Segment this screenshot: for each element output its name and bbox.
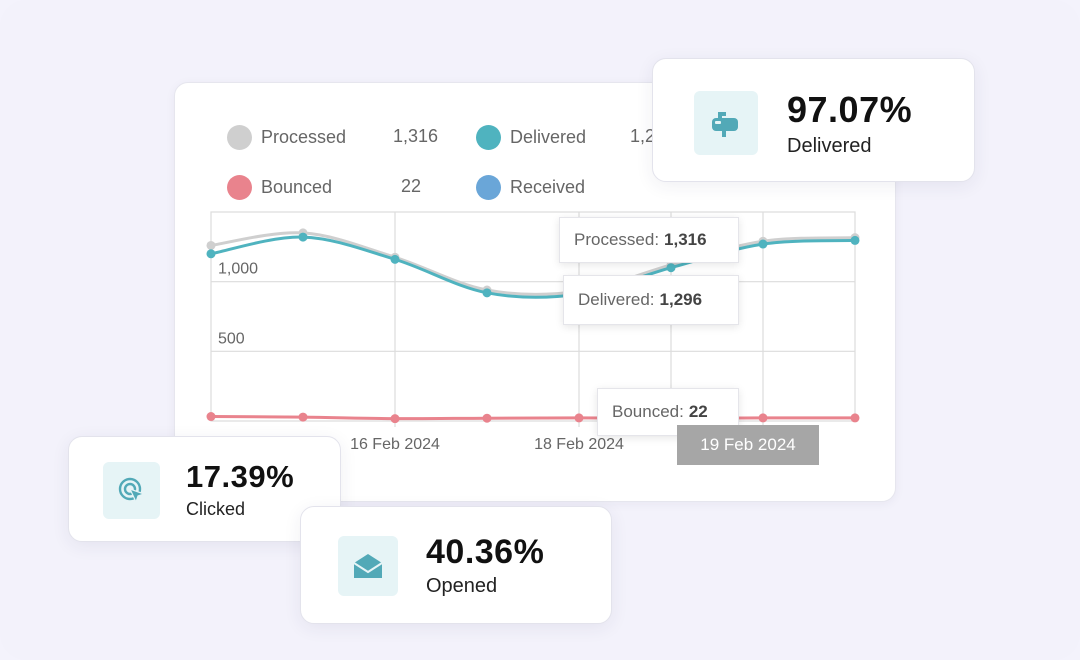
tooltip-bounced-value: 22 bbox=[688, 402, 708, 421]
data-point-bounced bbox=[390, 414, 400, 424]
data-point-bounced bbox=[574, 413, 584, 423]
data-point-bounced bbox=[482, 413, 492, 423]
legend-item-delivered[interactable]: Delivered bbox=[476, 123, 586, 151]
data-point-bounced bbox=[298, 412, 308, 422]
tooltip-processed-value: 1,316 bbox=[664, 230, 707, 249]
tooltip-bounced-label: Bounced: bbox=[612, 402, 684, 421]
legend-dot-delivered bbox=[476, 124, 501, 150]
legend-item-bounced[interactable]: Bounced bbox=[227, 173, 332, 201]
legend-count-bounced: 22 bbox=[401, 176, 422, 196]
legend-dot-received bbox=[476, 174, 501, 200]
legend-label-delivered: Delivered bbox=[510, 126, 587, 147]
y-tick-label: 1,000 bbox=[218, 261, 258, 278]
stat-card-delivered: 97.07% Delivered bbox=[652, 58, 975, 182]
data-point-delivered bbox=[390, 254, 400, 264]
open-envelope-icon bbox=[338, 536, 398, 596]
tooltip-delivered-value: 1,296 bbox=[659, 290, 703, 309]
stat-card-opened: 40.36% Opened bbox=[300, 506, 612, 624]
data-point-delivered bbox=[666, 263, 676, 273]
data-point-bounced bbox=[758, 413, 768, 423]
mailbox-icon bbox=[694, 91, 758, 155]
data-point-delivered bbox=[482, 288, 492, 298]
tooltip-processed-label: Processed: bbox=[574, 230, 660, 249]
data-point-delivered bbox=[850, 235, 860, 245]
legend-label-bounced: Bounced bbox=[261, 176, 333, 197]
delivered-percentage: 97.07% bbox=[787, 89, 913, 130]
plot-frame bbox=[210, 211, 856, 422]
data-point-delivered bbox=[758, 239, 768, 249]
clicked-label: Clicked bbox=[186, 499, 246, 519]
delivered-label: Delivered bbox=[787, 135, 872, 157]
opened-percentage: 40.36% bbox=[426, 533, 545, 571]
data-point-delivered bbox=[206, 249, 216, 259]
data-point-delivered bbox=[298, 232, 308, 242]
data-point-bounced bbox=[206, 412, 216, 422]
tooltip-date-flag: 19 Feb 2024 bbox=[677, 425, 819, 465]
legend-item-received[interactable]: Received bbox=[476, 173, 585, 201]
tooltip-delivered: Delivered: 1,296 bbox=[563, 275, 739, 325]
tooltip-delivered-label: Delivered: bbox=[578, 290, 655, 309]
y-tick-label: 500 bbox=[218, 330, 245, 347]
tooltip-processed: Processed: 1,316 bbox=[559, 217, 739, 263]
legend-dot-bounced bbox=[227, 174, 252, 200]
x-tick-label: 16 Feb 2024 bbox=[350, 436, 440, 453]
clicked-percentage: 17.39% bbox=[186, 459, 295, 494]
legend-item-processed[interactable]: Processed bbox=[227, 123, 346, 151]
chart-legend: Processed 1,316 Delivered 1,296 Bounced … bbox=[227, 123, 727, 213]
legend-label-processed: Processed bbox=[261, 126, 347, 147]
legend-label-received: Received bbox=[510, 176, 586, 197]
series-line-bounced bbox=[210, 415, 856, 421]
series-line-delivered bbox=[210, 235, 856, 299]
series-line-processed bbox=[210, 231, 856, 296]
data-point-processed bbox=[206, 240, 216, 250]
stat-card-clicked: 17.39% Clicked bbox=[68, 436, 341, 542]
x-tick-label: 18 Feb 2024 bbox=[534, 436, 624, 453]
cursor-click-icon bbox=[103, 462, 160, 519]
legend-dot-processed bbox=[227, 124, 252, 150]
opened-label: Opened bbox=[426, 575, 498, 597]
data-point-bounced bbox=[850, 413, 860, 423]
legend-count-processed: 1,316 bbox=[393, 126, 439, 146]
